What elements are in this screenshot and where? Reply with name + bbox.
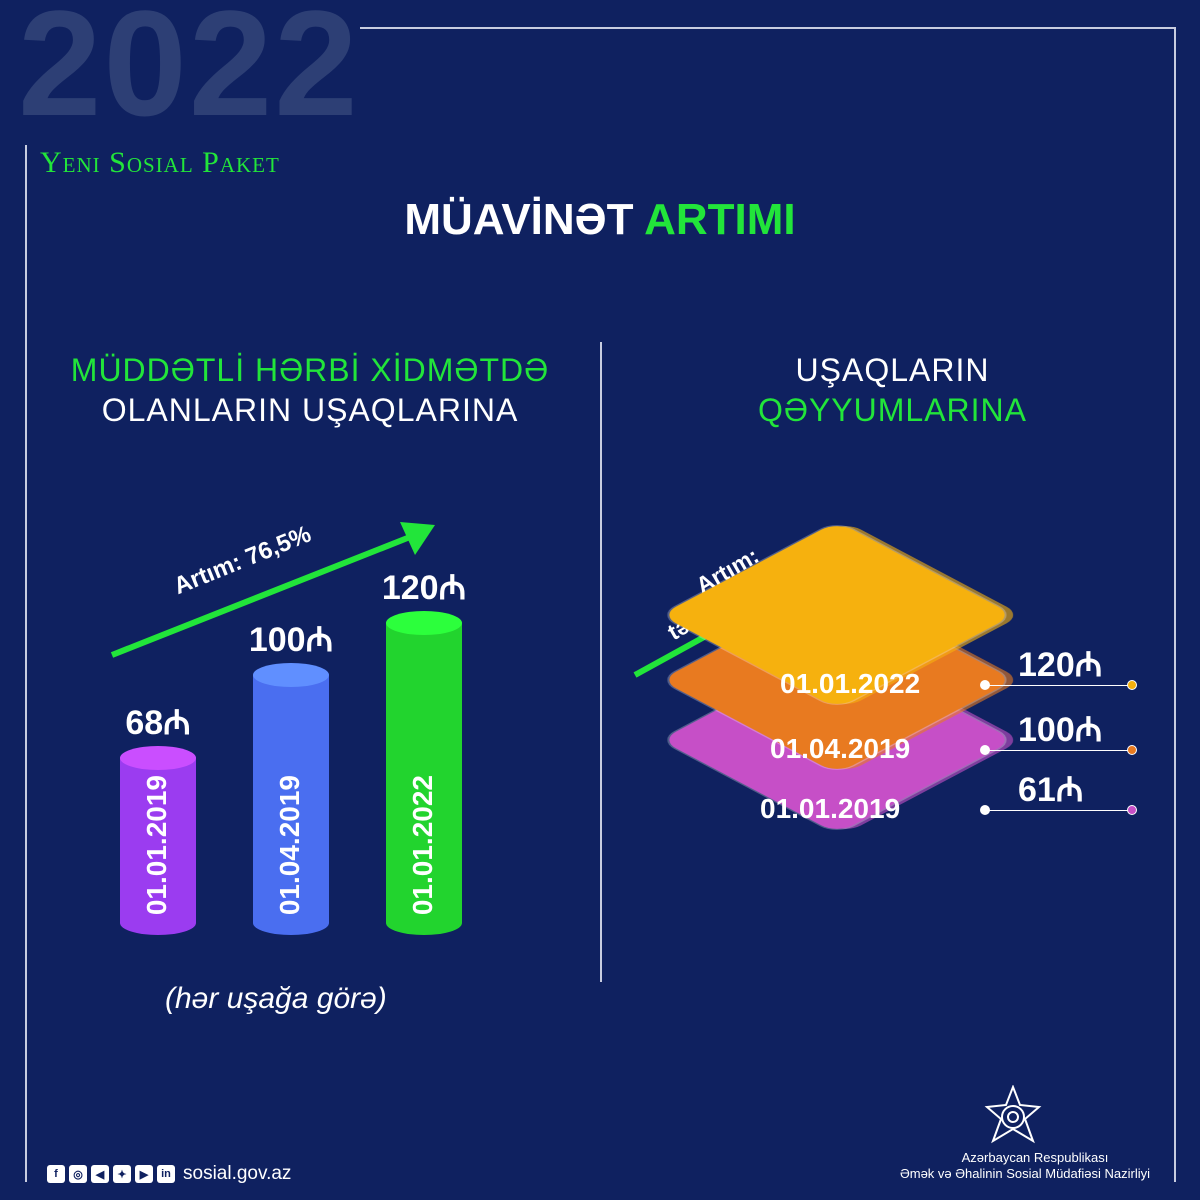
leader-dot	[980, 805, 990, 815]
ministry-name: Azərbaycan Respublikası Əmək və Əhalinin …	[899, 1150, 1150, 1181]
leader-line	[985, 685, 1133, 686]
leader-dot	[1127, 745, 1137, 755]
brand-title: Yeni Sosial Paket	[40, 146, 280, 179]
website-link[interactable]: sosial.gov.az	[183, 1163, 292, 1184]
layer-value-label: 61₼	[1018, 771, 1084, 809]
leader-line	[985, 810, 1133, 811]
layer-date: 01.01.2022	[780, 668, 921, 699]
left-heading: MÜDDƏTLİ HƏRBİ XİDMƏTDƏ OLANLARIN UŞAQLAR…	[70, 352, 550, 428]
frame-top	[360, 27, 1175, 29]
social-icon-4[interactable]: ▶	[135, 1165, 153, 1183]
bar-value-label: 68₼	[125, 704, 191, 743]
leader-dot	[980, 680, 990, 690]
social-links: f ◎ ◀ ✦ ▶ in sosial.gov.az	[47, 1163, 291, 1185]
leader-dot	[1127, 680, 1137, 690]
growth-arrow-left	[110, 522, 435, 658]
bar-date: 01.04.2019	[274, 774, 305, 915]
social-icon-3[interactable]: ✦	[113, 1165, 131, 1183]
page-title: MÜAVİNƏT ARTIMI	[404, 195, 796, 244]
layer-date: 01.01.2019	[760, 793, 901, 824]
frame-left	[25, 145, 27, 1182]
leader-line	[985, 750, 1133, 751]
leader-dot	[1127, 805, 1137, 815]
bar-value-label: 100₼	[248, 621, 334, 659]
bar-value-label: 120₼	[381, 569, 467, 607]
ministry-emblem-icon	[984, 1085, 1042, 1144]
bar-date: 01.01.2022	[407, 774, 438, 915]
frame-right	[1174, 27, 1176, 1182]
bar-01.04.2019: 01.04.2019	[253, 675, 329, 935]
bar-01.01.2022: 01.01.2022	[386, 623, 462, 935]
social-icon-2[interactable]: ◀	[91, 1165, 109, 1183]
social-icon-5[interactable]: in	[157, 1165, 175, 1183]
social-icon-1[interactable]: ◎	[69, 1165, 87, 1183]
leader-dot	[980, 745, 990, 755]
layer-value-label: 100₼	[1018, 711, 1103, 749]
bar-date: 01.01.2019	[141, 774, 172, 915]
divider	[600, 342, 602, 982]
layer-date: 01.04.2019	[770, 733, 911, 764]
note: (hər uşağa görə)	[165, 982, 387, 1015]
right-heading: UŞAQLARIN QƏYYUMLARINA	[757, 352, 1027, 428]
layer-value-label: 120₼	[1018, 646, 1103, 684]
social-icon-0[interactable]: f	[47, 1165, 65, 1183]
year-watermark: 2022	[18, 0, 360, 147]
bar-01.01.2019: 01.01.2019	[120, 758, 196, 935]
